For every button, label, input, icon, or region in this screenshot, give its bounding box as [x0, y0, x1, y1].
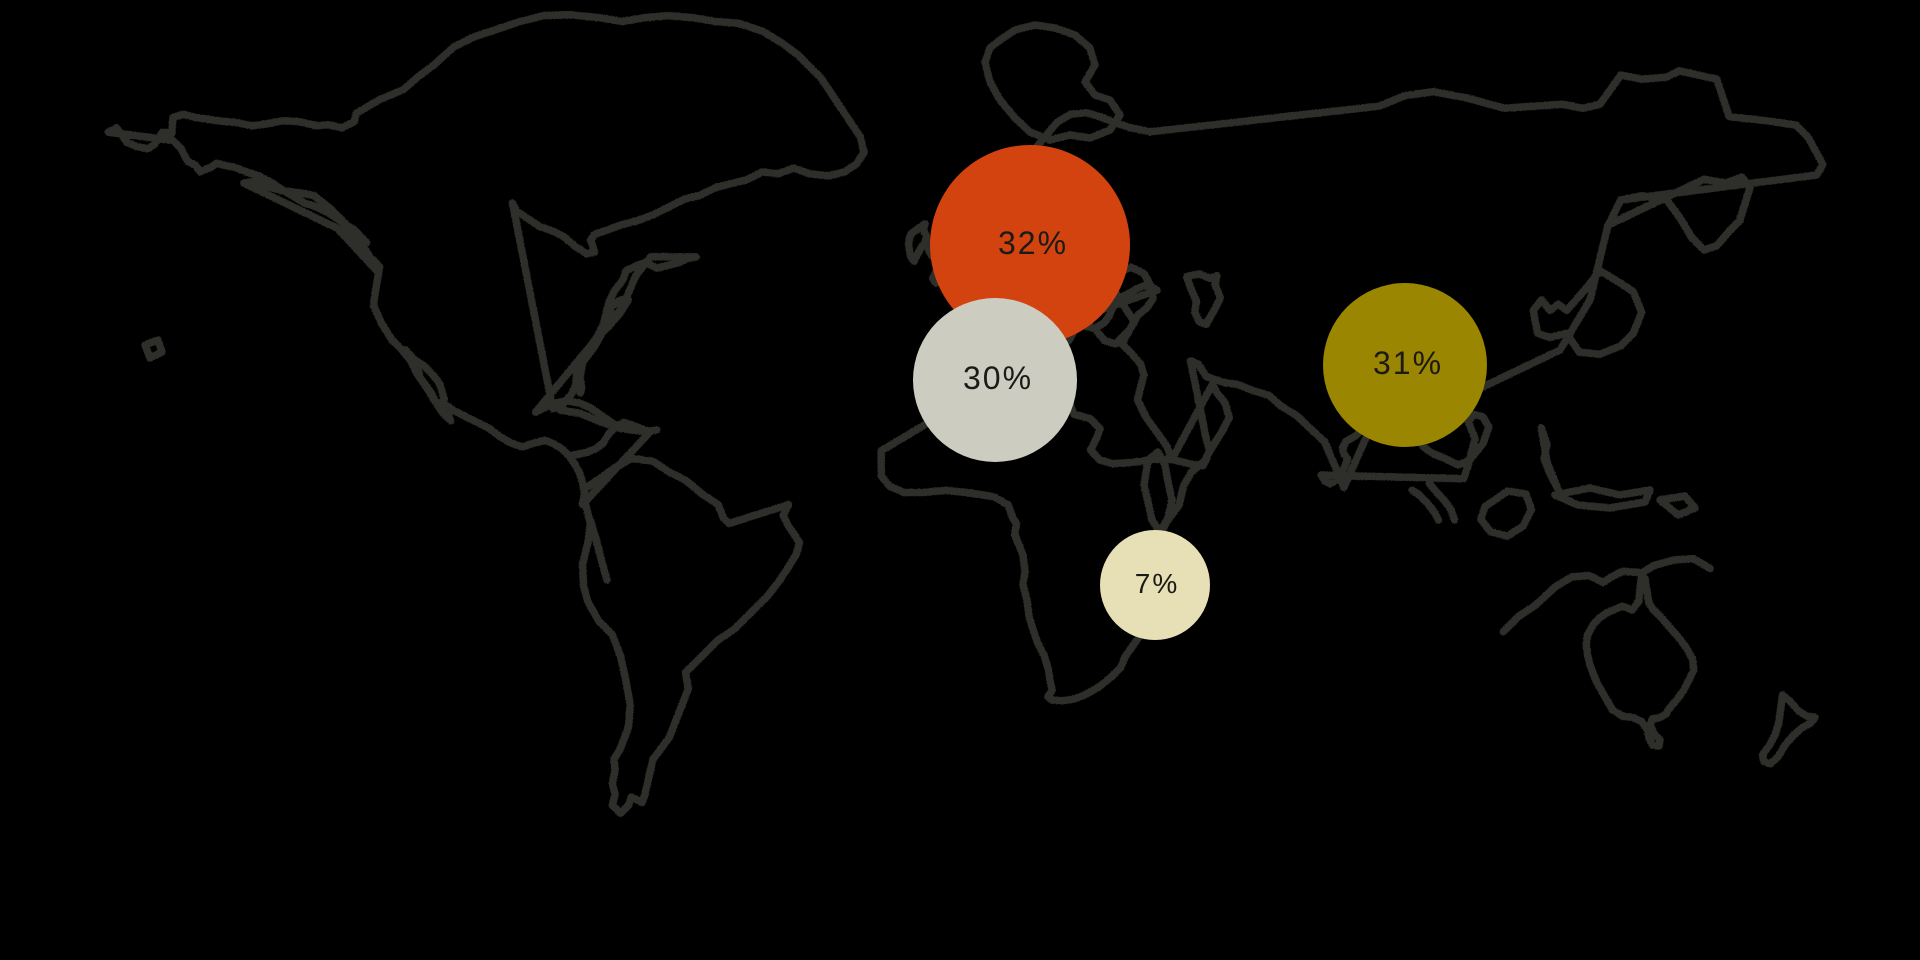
svg-text:7%: 7% — [1135, 568, 1179, 599]
svg-text:30%: 30% — [963, 360, 1033, 396]
svg-text:31%: 31% — [1373, 345, 1443, 381]
svg-text:32%: 32% — [998, 225, 1068, 261]
